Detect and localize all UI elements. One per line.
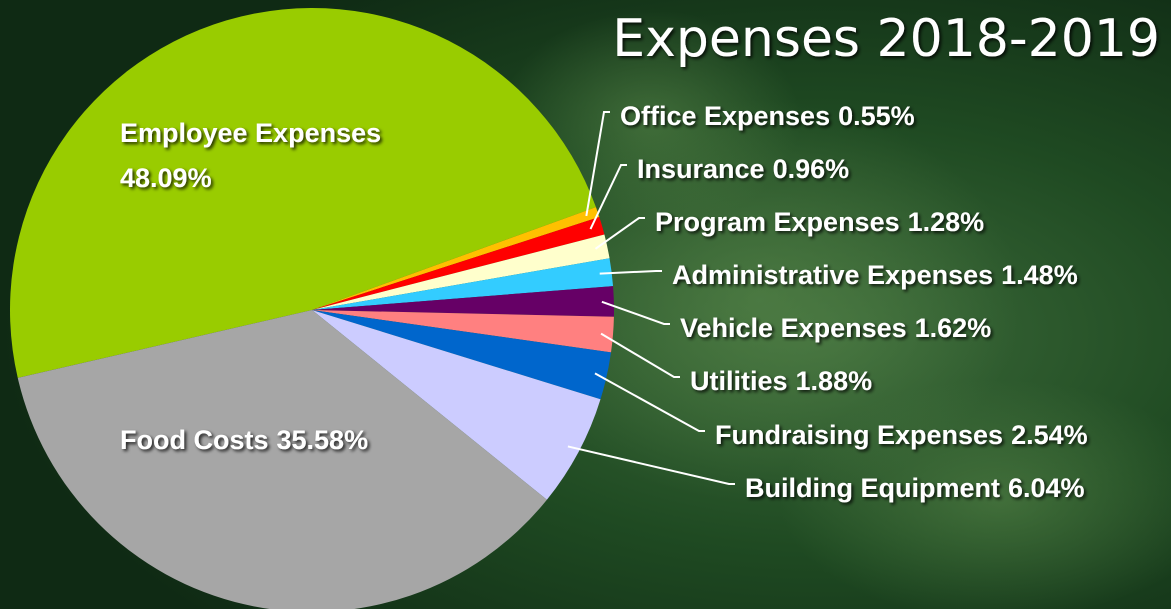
value-label: 6.04% [1008, 473, 1085, 503]
category-name: Program Expenses [655, 207, 900, 237]
value-label: 48.09% [120, 163, 212, 193]
slice-label: Insurance 0.96% [637, 154, 849, 184]
category-name: Employee Expenses [120, 118, 381, 148]
category-name: Office Expenses [620, 101, 830, 131]
category-name: Vehicle Expenses [680, 313, 907, 343]
value-label: 35.58% [277, 425, 369, 455]
value-label: 1.48% [1001, 260, 1078, 290]
value-label: 2.54% [1011, 420, 1088, 450]
category-name: Utilities [690, 366, 788, 396]
slice-label: Fundraising Expenses 2.54% [715, 420, 1088, 450]
category-name: Fundraising Expenses [715, 420, 1003, 450]
pie [10, 8, 614, 609]
slice-label: Program Expenses 1.28% [655, 207, 984, 237]
slice-label: Food Costs 35.58% [120, 425, 368, 455]
category-name: Insurance [637, 154, 765, 184]
value-label: 0.55% [838, 101, 915, 131]
slice-label: Utilities 1.88% [690, 366, 872, 396]
slice-label: Office Expenses 0.55% [620, 101, 915, 131]
value-label: 1.88% [796, 366, 873, 396]
slice-label: Administrative Expenses 1.48% [672, 260, 1078, 290]
value-label: 1.62% [915, 313, 992, 343]
category-name: Building Equipment [745, 473, 1000, 503]
slice-label: Vehicle Expenses 1.62% [680, 313, 991, 343]
chart: Expenses 2018-2019 Employee Expenses 48.0… [0, 0, 1171, 609]
value-label: 1.28% [908, 207, 985, 237]
category-name: Administrative Expenses [672, 260, 993, 290]
category-name: Food Costs [120, 425, 269, 455]
slice-label: Building Equipment 6.04% [745, 473, 1085, 503]
chart-title: Expenses 2018-2019 [612, 9, 1160, 69]
value-label: 0.96% [773, 154, 850, 184]
